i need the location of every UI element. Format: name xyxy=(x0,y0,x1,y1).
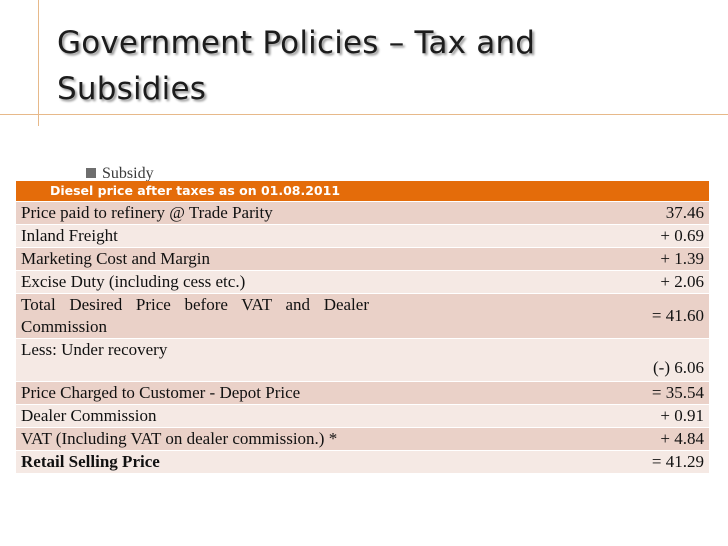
table-row: Retail Selling Price = 41.29 xyxy=(16,450,709,473)
table-row: Marketing Cost and Margin + 1.39 xyxy=(16,247,709,271)
table-header-row: Diesel price after taxes as on 01.08.201… xyxy=(16,181,709,202)
title-accent-box-lower xyxy=(0,114,39,126)
slide-title: Government Policies – Tax and Subsidies xyxy=(57,20,535,112)
square-bullet-icon xyxy=(86,168,96,178)
table-row: Less: Under recovery (-) 6.06 xyxy=(16,338,709,382)
row-label: Less: Under recovery xyxy=(16,338,374,382)
row-label: VAT (Including VAT on dealer commission.… xyxy=(16,427,374,451)
table-row: Price Charged to Customer - Depot Price … xyxy=(16,381,709,405)
table-header-blank xyxy=(374,181,709,202)
table-row: Excise Duty (including cess etc.) + 2.06 xyxy=(16,270,709,294)
row-value: 37.46 xyxy=(374,201,709,225)
bullet-point: Subsidy xyxy=(86,165,728,185)
row-label: Dealer Commission xyxy=(16,404,374,428)
slide-title-line-2: Subsidies xyxy=(57,71,207,107)
row-label: Price Charged to Customer - Depot Price xyxy=(16,381,374,405)
slide-title-line-1: Government Policies – Tax and xyxy=(57,25,536,61)
row-value: + 2.06 xyxy=(374,270,709,294)
table-header: Diesel price after taxes as on 01.08.201… xyxy=(16,181,374,202)
title-area: Government Policies – Tax and Subsidies xyxy=(0,0,728,126)
title-accent-box xyxy=(0,0,39,114)
bullet-text: Subsidy xyxy=(102,165,154,182)
title-divider xyxy=(38,114,728,115)
row-value: + 1.39 xyxy=(374,247,709,271)
table-row: Inland Freight + 0.69 xyxy=(16,224,709,248)
table-row: VAT (Including VAT on dealer commission.… xyxy=(16,427,709,451)
table-row: Dealer Commission + 0.91 xyxy=(16,404,709,428)
row-label: Marketing Cost and Margin xyxy=(16,247,374,271)
row-value: + 0.91 xyxy=(374,404,709,428)
table-row: Total Desired Price before VAT and Deale… xyxy=(16,293,709,339)
diesel-price-table: Diesel price after taxes as on 01.08.201… xyxy=(16,181,709,473)
row-value: = 35.54 xyxy=(374,381,709,405)
row-value: = 41.60 xyxy=(374,293,709,339)
row-value: + 4.84 xyxy=(374,427,709,451)
row-label: Retail Selling Price xyxy=(16,450,374,473)
table-row: Price paid to refinery @ Trade Parity 37… xyxy=(16,201,709,225)
row-label: Inland Freight xyxy=(16,224,374,248)
row-value: + 0.69 xyxy=(374,224,709,248)
row-label: Total Desired Price before VAT and Deale… xyxy=(16,293,374,339)
row-label: Price paid to refinery @ Trade Parity xyxy=(16,201,374,225)
row-label: Excise Duty (including cess etc.) xyxy=(16,270,374,294)
row-value: (-) 6.06 xyxy=(374,338,709,382)
row-value: = 41.29 xyxy=(374,450,709,473)
